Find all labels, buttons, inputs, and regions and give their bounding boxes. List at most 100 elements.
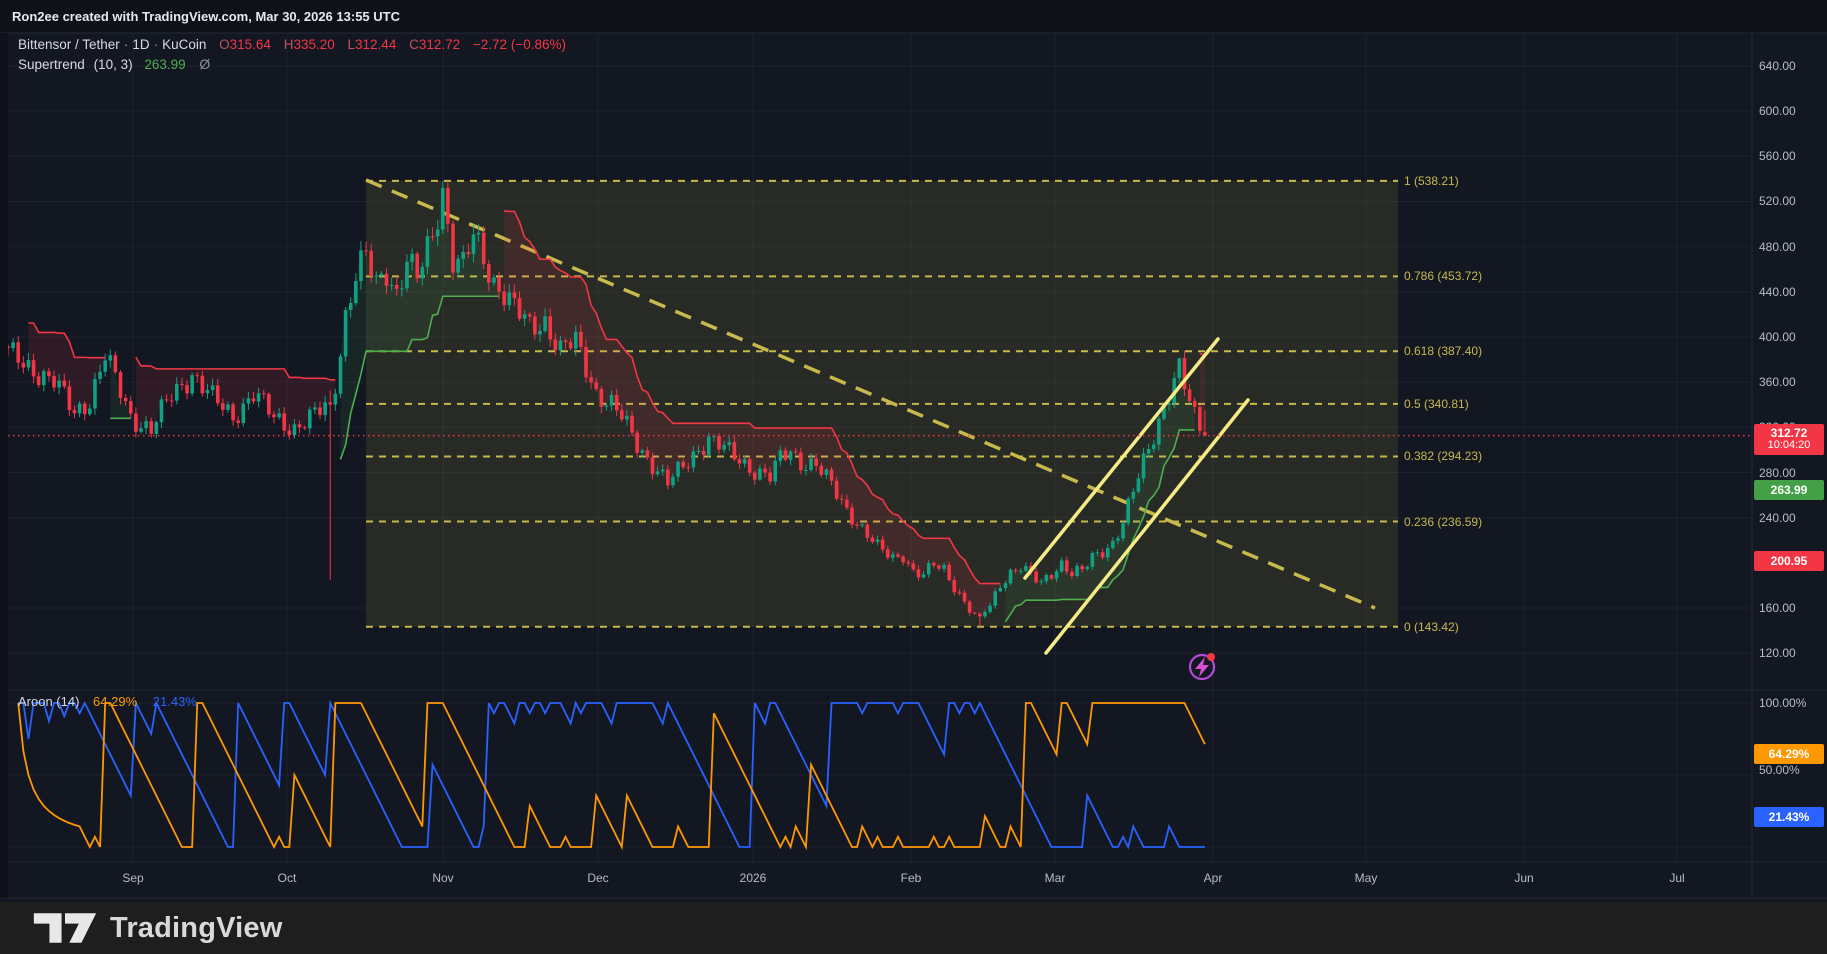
candle-body	[706, 436, 711, 455]
candle-body	[139, 428, 143, 432]
fib-level-label: 0.382 (294.23)	[1404, 449, 1483, 464]
candle-body	[1136, 478, 1141, 492]
candle-body	[778, 450, 783, 461]
candle-body	[599, 388, 604, 407]
trendline-dashed-diagonal[interactable]	[365, 178, 1376, 610]
candle-body	[579, 331, 583, 347]
candle-body	[57, 380, 61, 388]
price-tick: 640.00	[1759, 58, 1796, 73]
indicator-name: Supertrend	[18, 57, 85, 72]
candle-body	[942, 564, 946, 569]
candle-body	[123, 397, 128, 402]
candle-body	[410, 253, 414, 262]
aroon-name: Aroon (14)	[18, 694, 80, 709]
candle-body	[359, 250, 363, 282]
candle-body	[481, 232, 486, 265]
exchange: KuCoin	[162, 37, 207, 52]
candle-body	[241, 403, 246, 424]
candle-body	[52, 376, 56, 388]
tradingview-brand[interactable]: TradingView	[110, 911, 283, 944]
trendline-channel[interactable]	[1044, 398, 1250, 655]
chart-left-margin	[0, 33, 8, 898]
trendline-channel[interactable]	[1023, 337, 1220, 580]
candle-body	[348, 303, 353, 311]
candle-body	[1018, 570, 1023, 572]
candle-body	[210, 385, 215, 391]
candle-body	[1192, 400, 1197, 407]
candle-body	[1095, 552, 1100, 554]
supertrend-value: 263.99	[144, 57, 186, 72]
candle-body	[630, 415, 634, 433]
supertrend-fill	[504, 211, 1001, 617]
candle-body	[993, 591, 997, 606]
time-axis-label: Sep	[122, 871, 144, 885]
candle-body	[118, 372, 123, 398]
candle-body	[901, 556, 905, 563]
candle-body	[246, 398, 251, 404]
candle-body	[696, 450, 701, 452]
candle-body	[650, 457, 655, 475]
candle-body	[282, 413, 287, 431]
candle-body	[134, 413, 138, 432]
candle-body	[819, 465, 824, 475]
candle-body	[758, 468, 762, 480]
high-value: 335.20	[293, 37, 335, 52]
candle-body	[752, 472, 757, 480]
candle-body	[292, 424, 297, 436]
candle-body	[108, 355, 113, 361]
time-axis-label: Dec	[587, 871, 609, 885]
candle-body	[1116, 538, 1120, 541]
candle-body	[891, 554, 895, 558]
price-tick: 280.00	[1759, 465, 1796, 480]
candle-body	[113, 355, 118, 373]
candle-body	[277, 413, 281, 418]
candle-body	[369, 250, 373, 277]
candle-body	[62, 380, 67, 387]
candle-body	[620, 410, 624, 420]
candle-body	[77, 403, 82, 414]
candle-body	[1075, 565, 1079, 577]
candle-body	[727, 442, 732, 446]
tradingview-logo-icon[interactable]	[33, 908, 97, 948]
candle-body	[839, 498, 844, 500]
candle-body	[967, 601, 972, 613]
candle-body	[251, 398, 256, 402]
low-label: L	[347, 37, 356, 52]
candle-body	[896, 554, 900, 557]
candle-body	[983, 611, 987, 617]
supertrend-line	[28, 322, 106, 359]
time-axis-label: Oct	[277, 871, 297, 885]
candle-body	[589, 377, 593, 383]
price-tick: 400.00	[1759, 330, 1796, 344]
candle-body	[328, 402, 333, 405]
time-axis-label: Feb	[900, 871, 922, 885]
candle-body	[568, 342, 573, 349]
candle-body	[1003, 583, 1008, 589]
candle-body	[911, 563, 916, 570]
candle-body	[1187, 389, 1192, 401]
candle-body	[205, 390, 210, 394]
candle-body	[1070, 571, 1074, 577]
legend-more-icon[interactable]: Ø	[199, 56, 211, 72]
candle-body	[354, 281, 358, 304]
candle-body	[538, 331, 542, 335]
candle-body	[1157, 418, 1161, 445]
candle-body	[809, 458, 813, 470]
candle-body	[256, 393, 261, 402]
candle-body	[635, 432, 639, 453]
candle-body	[1008, 569, 1013, 584]
candle-body	[26, 360, 31, 368]
flash-sticker-icon[interactable]	[1188, 653, 1216, 681]
candle-body	[676, 461, 680, 477]
candle-body	[1034, 571, 1038, 583]
price-tick: 120.00	[1759, 646, 1796, 661]
candle-body	[492, 277, 496, 283]
candle-body	[231, 404, 235, 421]
supertrend-line	[339, 295, 500, 460]
candle-body	[916, 569, 921, 578]
candle-body	[190, 375, 194, 394]
time-axis-label: 2026	[739, 871, 767, 885]
candle-body	[957, 592, 962, 594]
candle-body	[553, 339, 558, 351]
